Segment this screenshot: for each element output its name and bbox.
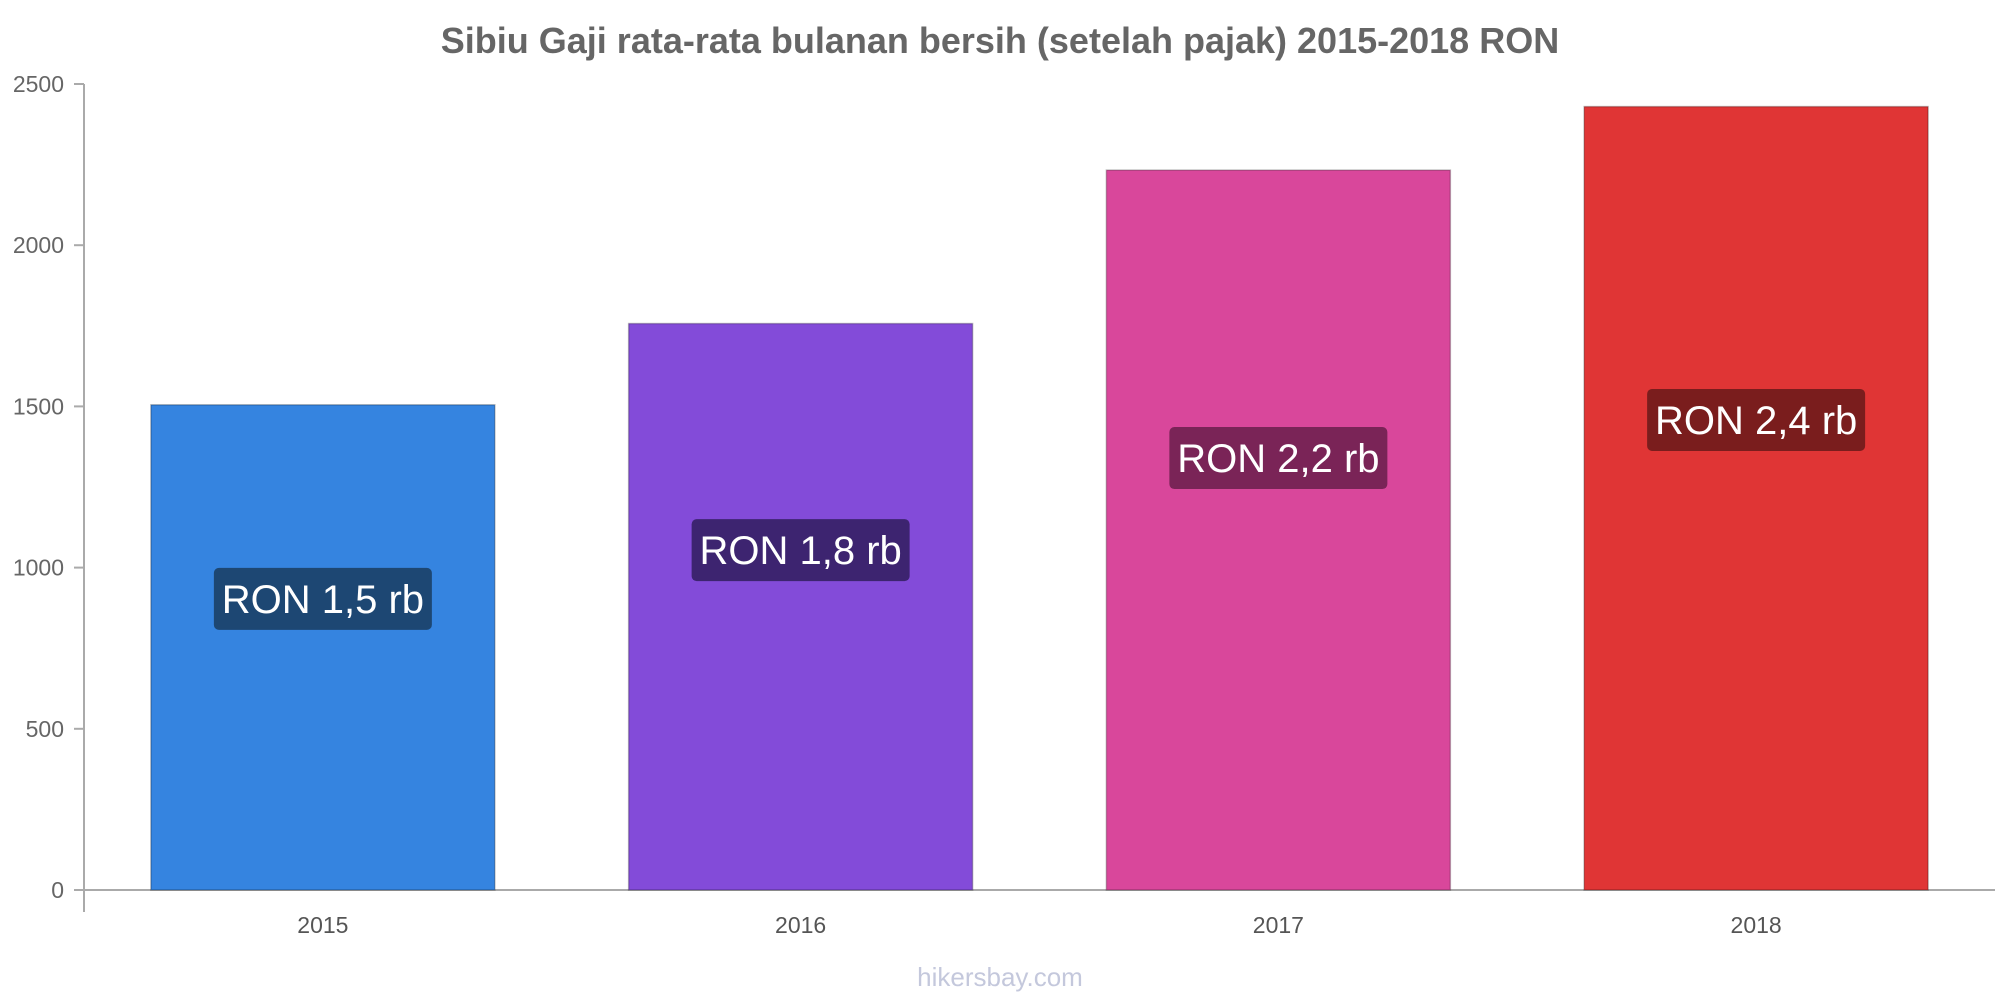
y-axis-ticks: 0 500 1000 1500 2000 2500 bbox=[13, 71, 84, 903]
data-label-box bbox=[213, 567, 432, 630]
bar-2016 bbox=[627, 322, 974, 891]
data-label-text: RON 2,2 rb bbox=[1177, 437, 1379, 481]
data-label-text: RON 1,5 rb bbox=[222, 578, 424, 622]
data-label-2018: RON 2,4 rb bbox=[1647, 388, 1866, 451]
watermark: hikersbay.com bbox=[917, 962, 1083, 992]
x-tick-label: 2016 bbox=[775, 912, 826, 938]
y-tick-label: 1500 bbox=[13, 393, 64, 419]
data-label-box bbox=[1647, 388, 1866, 451]
y-tick-label: 0 bbox=[51, 877, 64, 903]
data-label-text: RON 1,8 rb bbox=[699, 529, 901, 573]
data-label-2016: RON 1,8 rb bbox=[691, 519, 910, 582]
data-label-2015: RON 1,5 rb bbox=[213, 567, 432, 630]
x-tick-label: 2017 bbox=[1253, 912, 1304, 938]
bars bbox=[150, 105, 1929, 891]
data-labels: RON 1,5 rb RON 1,8 rb RON 2,2 rb RON 2,4 rb bbox=[213, 388, 1866, 630]
y-tick-label: 1000 bbox=[13, 555, 64, 581]
bar-2018 bbox=[1583, 105, 1929, 891]
chart-title: Sibiu Gaji rata-rata bulanan bersih (set… bbox=[441, 20, 1559, 61]
bar-2017 bbox=[1105, 169, 1452, 891]
x-tick-label: 2015 bbox=[297, 912, 348, 938]
data-label-box bbox=[1169, 427, 1388, 490]
y-tick-label: 2500 bbox=[13, 71, 64, 97]
data-label-box bbox=[691, 519, 910, 582]
y-tick-label: 500 bbox=[26, 716, 64, 742]
x-tick-label: 2018 bbox=[1731, 912, 1782, 938]
y-tick-label: 2000 bbox=[13, 232, 64, 258]
data-label-2017: RON 2,2 rb bbox=[1169, 427, 1388, 490]
x-axis-labels: 2015 2016 2017 2018 bbox=[297, 912, 1781, 938]
data-label-text: RON 2,4 rb bbox=[1655, 399, 1857, 443]
bar-2015 bbox=[150, 404, 496, 891]
